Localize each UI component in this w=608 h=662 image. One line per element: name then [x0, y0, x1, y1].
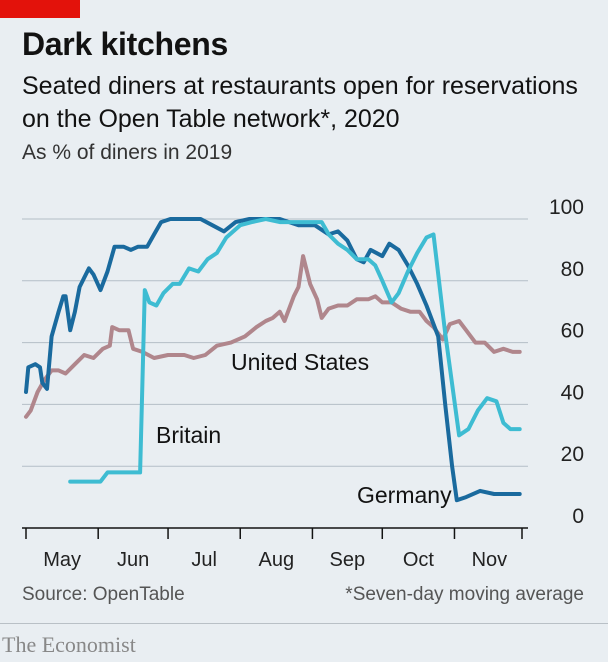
x-tick-label: Nov — [472, 549, 508, 571]
label-germany: Germany — [357, 482, 452, 508]
y-tick-label: 80 — [561, 258, 584, 281]
series-line-germany — [24, 217, 522, 503]
x-tick-label: Oct — [403, 549, 435, 571]
y-tick-label: 100 — [549, 196, 584, 219]
chart-subtitle: Seated diners at restaurants open for re… — [22, 72, 578, 133]
series-lines — [24, 217, 522, 503]
label-united-states: United States — [231, 349, 369, 375]
x-tick-label: Jun — [117, 549, 149, 571]
unit-note: As % of diners in 2019 — [22, 141, 233, 164]
y-tick-label: 0 — [572, 505, 584, 528]
gridlines — [22, 218, 528, 467]
y-tick-label: 20 — [561, 443, 584, 466]
chart-title: Dark kitchens — [22, 26, 228, 62]
x-axis: May Jun Jul Aug Sep Oct Nov — [22, 527, 528, 571]
x-tick-label: Aug — [259, 549, 295, 571]
brand-divider — [0, 623, 608, 624]
y-tick-label: 60 — [561, 320, 584, 343]
brand-wordmark: The Economist — [2, 632, 136, 657]
x-tick-label: Sep — [330, 549, 366, 571]
line-chart: 0 20 40 60 80 100 May Jun Jul Aug Sep Oct Nov Unite… — [22, 196, 584, 571]
series-labels: United States Britain Germany — [156, 349, 452, 508]
label-britain: Britain — [156, 422, 221, 448]
y-tick-label: 40 — [561, 381, 584, 404]
y-tick-labels: 0 20 40 60 80 100 — [549, 196, 584, 528]
source-note: Source: OpenTable — [22, 584, 185, 605]
accent-bar — [0, 0, 80, 18]
series-line-britain — [68, 217, 522, 484]
x-tick-label: Jul — [191, 549, 217, 571]
x-tick-label: May — [43, 549, 81, 571]
footnote: *Seven-day moving average — [345, 584, 584, 605]
